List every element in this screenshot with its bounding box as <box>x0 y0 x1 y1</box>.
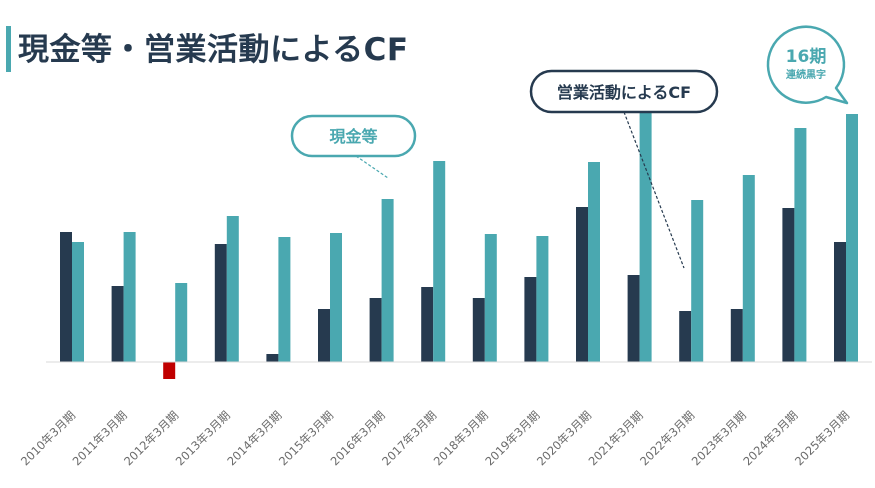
bar-cash-2 <box>175 283 188 362</box>
callout-cf-label: 営業活動によるCF <box>557 83 691 102</box>
bar-cash-7 <box>433 161 446 362</box>
bar-cash-11 <box>639 110 652 362</box>
callout-cf-bubble <box>529 69 719 114</box>
page-title: 現金等・営業活動によるCF <box>18 32 409 68</box>
callout-cash: 現金等 <box>290 114 417 179</box>
bar-operating-cf-14 <box>782 208 795 362</box>
bar-operating-cf-7 <box>421 287 434 362</box>
bars-group <box>60 110 858 379</box>
bar-cash-9 <box>536 236 549 362</box>
bar-cash-14 <box>794 128 807 362</box>
bar-operating-cf-13 <box>730 309 743 362</box>
bar-cash-4 <box>278 237 291 362</box>
bar-operating-cf-8 <box>472 298 485 362</box>
x-tick-label: 2025年3月期 <box>792 408 852 468</box>
bar-operating-cf-1 <box>111 286 124 362</box>
bar-cash-12 <box>691 200 704 362</box>
bar-operating-cf-2 <box>163 362 176 379</box>
bar-operating-cf-9 <box>524 277 537 362</box>
bar-cash-5 <box>330 233 342 362</box>
bar-cash-10 <box>588 162 600 362</box>
bar-cash-0 <box>72 242 84 362</box>
bar-cash-8 <box>484 234 497 362</box>
bar-operating-cf-11 <box>627 275 640 362</box>
bar-operating-cf-5 <box>318 309 330 362</box>
callout-streak-number: 16期 <box>786 47 827 67</box>
bar-cash-1 <box>123 232 136 362</box>
callout-cf-leader <box>623 111 685 269</box>
callout-streak: 16期 連続黒字 <box>766 25 849 105</box>
callout-cash-leader <box>355 155 389 179</box>
bar-cash-13 <box>742 175 755 362</box>
bar-operating-cf-4 <box>266 354 279 362</box>
title-accent-bar <box>6 26 11 72</box>
bar-operating-cf-10 <box>576 207 588 362</box>
bar-cash-15 <box>846 114 858 362</box>
bar-operating-cf-3 <box>214 244 227 362</box>
bar-operating-cf-6 <box>369 298 382 362</box>
x-tick-labels: 2010年3月期2011年3月期2012年3月期2013年3月期2014年3月期… <box>18 408 852 468</box>
bar-cash-3 <box>226 216 239 362</box>
callout-cash-label: 現金等 <box>329 127 377 146</box>
bar-operating-cf-15 <box>834 242 846 362</box>
callout-cf: 営業活動によるCF <box>529 69 719 269</box>
bar-operating-cf-12 <box>679 311 692 362</box>
callout-cash-bubble <box>290 114 417 158</box>
callout-streak-text: 連続黒字 <box>786 68 826 81</box>
callout-streak-bubble <box>766 25 849 105</box>
bar-operating-cf-0 <box>60 232 72 362</box>
bar-cash-6 <box>381 199 394 362</box>
